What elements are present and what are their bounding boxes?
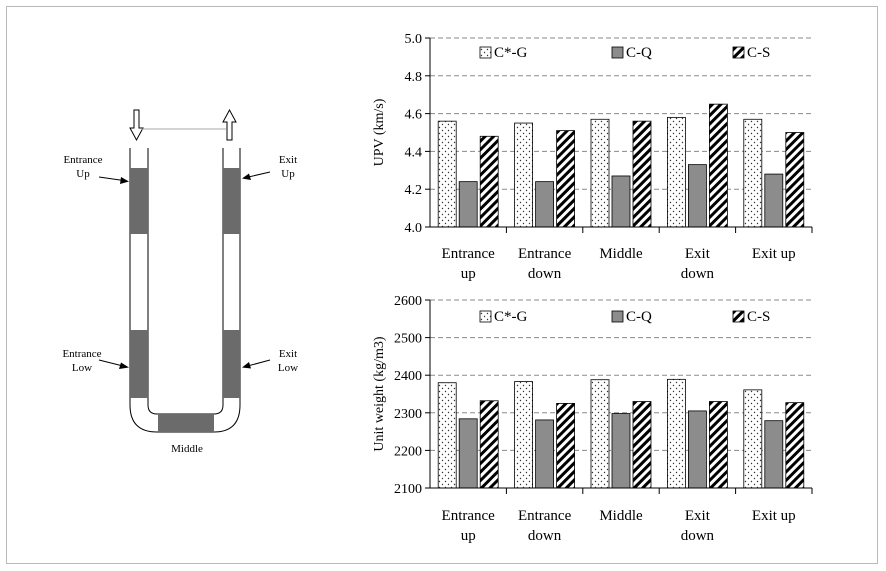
label-entrance-up-line2: Up — [76, 168, 90, 180]
y-tick-label: 2400 — [394, 369, 422, 384]
category-label: Entrance — [442, 246, 496, 262]
category-label: Exit — [685, 508, 711, 524]
legend-label: C-Q — [626, 309, 652, 325]
legend-swatch — [732, 46, 745, 59]
y-tick-label: 2300 — [394, 407, 422, 422]
bar-c-s — [556, 402, 575, 489]
pointer-entrance-low-icon — [98, 359, 129, 369]
legend-label: C-S — [747, 309, 770, 325]
legend-swatch — [479, 310, 492, 323]
y-tick-label: 2100 — [394, 482, 422, 497]
label-exit-low-line1: Exit — [279, 348, 297, 360]
bar-c-g — [667, 378, 686, 489]
bar-c-g — [590, 379, 610, 489]
legend-swatch — [732, 310, 745, 323]
bar-c-g — [667, 116, 686, 228]
category-label: down — [528, 266, 562, 282]
tube-inner-wall — [147, 148, 224, 415]
upv-bar-chart: 4.0 4.2 4.4 4.6 4.8 5.0 Entrance up Entrance down… — [372, 32, 813, 282]
bar-c-s — [479, 135, 499, 228]
pointer-exit-low-icon — [242, 359, 271, 369]
segment-exit-up — [223, 168, 240, 234]
legend-swatch — [479, 46, 492, 59]
y-tick-label: 2500 — [394, 332, 422, 347]
segment-exit-low — [223, 330, 240, 398]
bar-c-g — [437, 120, 457, 228]
y-tick-label: 2200 — [394, 444, 422, 459]
legend-label: C*-G — [494, 45, 528, 61]
bar-c-s — [632, 401, 652, 489]
bar-c-s — [785, 132, 805, 228]
y-axis-title: Unit weight (kg/m3) — [372, 336, 387, 451]
y-tick-label: 4.8 — [405, 70, 423, 85]
bar-c-s — [479, 400, 499, 489]
category-label: Middle — [599, 508, 643, 524]
category-label: down — [681, 266, 715, 282]
legend-label: C-S — [747, 45, 770, 61]
bar-c-s — [632, 120, 652, 228]
y-tick-label: 4.2 — [405, 183, 423, 198]
y-tick-label: 4.4 — [405, 145, 423, 160]
category-label: Exit — [685, 246, 711, 262]
label-exit-up-line2: Up — [281, 168, 295, 180]
legend-label: C-Q — [626, 45, 652, 61]
label-entrance-low-line1: Entrance — [62, 348, 101, 360]
exit-arrow-icon — [222, 108, 237, 141]
bar-c-g — [514, 381, 533, 489]
segment-entrance-up — [130, 168, 148, 234]
bar-c-s — [556, 130, 575, 228]
legend-label: C*-G — [494, 309, 528, 325]
segment-middle — [158, 414, 214, 432]
y-tick-label: 4.0 — [405, 221, 423, 236]
bar-c-q — [611, 413, 631, 489]
entry-arrow-icon — [129, 109, 144, 142]
pointer-entrance-up-icon — [98, 176, 129, 184]
y-axis-title: UPV (km/s) — [372, 98, 387, 166]
y-tick-label: 5.0 — [405, 32, 423, 47]
category-label: Entrance — [518, 246, 572, 262]
category-label: up — [461, 266, 476, 282]
category-label: down — [681, 528, 715, 544]
bar-c-q — [535, 419, 554, 489]
bar-c-q — [688, 164, 707, 228]
bar-c-g — [743, 118, 763, 228]
u-tube-diagram: Entrance Up Exit Up Entrance Low Exit Lo… — [62, 108, 298, 455]
category-label: up — [461, 528, 476, 544]
category-label: Middle — [599, 246, 643, 262]
segment-entrance-low — [130, 330, 148, 398]
bar-c-q — [764, 420, 784, 489]
bar-c-g — [514, 122, 533, 228]
label-exit-low-line2: Low — [278, 362, 298, 374]
category-label: Entrance — [518, 508, 572, 524]
label-exit-up-line1: Exit — [279, 154, 297, 166]
bar-c-s — [785, 402, 805, 489]
label-entrance-up-line1: Entrance — [63, 154, 102, 166]
category-label: Exit up — [752, 508, 796, 524]
bar-c-q — [611, 175, 631, 228]
label-entrance-low-line2: Low — [72, 362, 92, 374]
bar-c-q — [764, 173, 784, 228]
bar-c-s — [709, 401, 728, 489]
bar-c-g — [743, 389, 763, 489]
pointer-exit-up-icon — [242, 171, 271, 180]
bar-c-g — [437, 382, 457, 489]
category-label: Entrance — [442, 508, 496, 524]
category-label: down — [528, 528, 562, 544]
unit-weight-bar-chart: 2100 2200 2300 2400 2500 2600 Entrance up Entran… — [372, 294, 813, 544]
bar-c-q — [458, 181, 478, 228]
category-label: Exit up — [752, 246, 796, 262]
bar-c-q — [458, 418, 478, 489]
bar-c-s — [709, 103, 728, 228]
bar-c-q — [535, 181, 554, 228]
y-tick-label: 4.6 — [405, 108, 423, 123]
label-middle: Middle — [171, 443, 203, 455]
bar-c-g — [590, 118, 610, 228]
bar-c-q — [688, 410, 707, 489]
legend-swatch — [611, 46, 624, 59]
legend-swatch — [611, 310, 624, 323]
y-tick-label: 2600 — [394, 294, 422, 309]
